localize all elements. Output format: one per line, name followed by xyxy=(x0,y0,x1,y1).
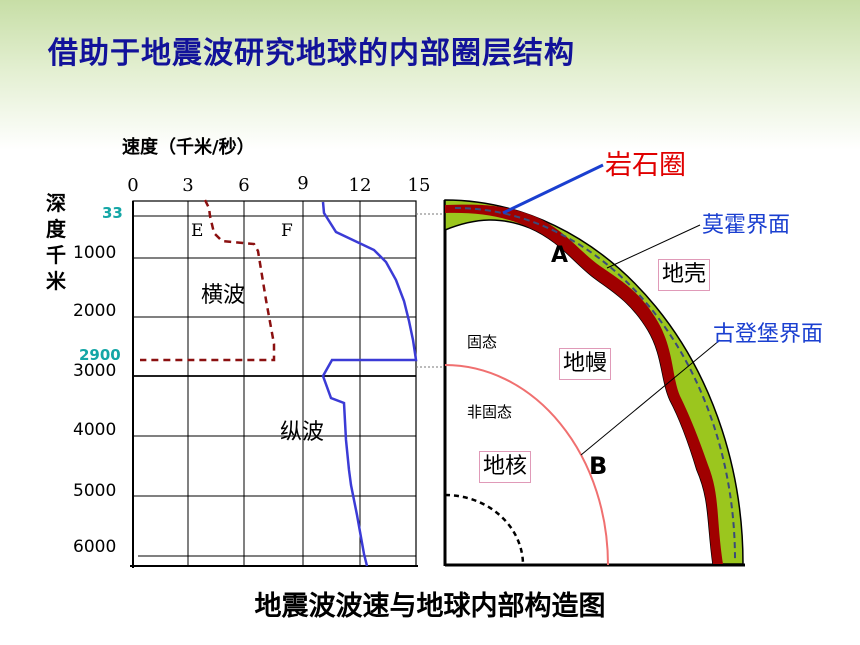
depth-axis-char: 度 xyxy=(46,217,66,241)
non-solid-state-label: 非固态 xyxy=(467,403,513,421)
shear-wave-label: 横波 xyxy=(201,283,246,308)
moho-dashed-line xyxy=(454,207,736,561)
solid-state-label: 固态 xyxy=(467,333,498,351)
gutenberg-line xyxy=(444,364,609,566)
x-tick: 15 xyxy=(407,175,431,196)
y-tick: 6000 xyxy=(73,537,117,557)
x-tick: 3 xyxy=(182,175,194,196)
depth-axis-char: 米 xyxy=(46,269,66,293)
gutenberg-pointer xyxy=(580,339,721,456)
page-title: 借助于地震波研究地球的内部圈层结构 xyxy=(48,36,575,71)
depth-axis-char: 深 xyxy=(46,191,66,215)
y-tick: 2000 xyxy=(73,301,117,321)
figure-caption: 地震波波速与地球内部构造图 xyxy=(254,591,606,622)
y-tick: 1000 xyxy=(73,243,117,263)
label-f: F xyxy=(281,221,293,241)
mantle-label: 地幔 xyxy=(559,348,612,380)
x-tick: 12 xyxy=(348,175,372,196)
primary-wave-label: 纵波 xyxy=(280,420,325,445)
inner-core-line xyxy=(444,493,525,566)
moho-pointer xyxy=(606,224,701,269)
gutenberg-label: 古登堡界面 xyxy=(713,322,824,347)
label-b: B xyxy=(589,452,608,480)
x-tick: 0 xyxy=(127,175,139,196)
core-label: 地核 xyxy=(479,451,532,483)
x-tick: 6 xyxy=(238,175,250,196)
chart-grid xyxy=(130,200,418,568)
speed-axis-label: 速度（千米/秒） xyxy=(122,137,255,158)
lithosphere-pointer xyxy=(502,163,604,215)
y-tick: 5000 xyxy=(73,481,117,501)
x-tick: 9 xyxy=(297,173,309,194)
lithosphere-label: 岩石圈 xyxy=(605,150,686,181)
moho-label: 莫霍界面 xyxy=(702,213,791,238)
mantle-upper-band xyxy=(445,204,723,564)
y-tick: 4000 xyxy=(73,420,117,440)
primary-wave-curve xyxy=(321,201,418,567)
crust-label: 地壳 xyxy=(658,259,711,291)
y-tick: 3000 xyxy=(73,361,117,381)
crust-layer xyxy=(444,199,744,565)
earth-structure xyxy=(443,163,745,567)
depth-marker-2900: 2900 xyxy=(79,346,121,364)
label-e: E xyxy=(191,221,204,241)
label-a: A xyxy=(551,243,569,268)
depth-axis-char: 千 xyxy=(46,243,66,267)
depth-marker-33: 33 xyxy=(102,204,123,222)
depth-axis-label: 深 度 千 米 xyxy=(44,190,68,294)
shear-wave-curve xyxy=(140,199,276,362)
